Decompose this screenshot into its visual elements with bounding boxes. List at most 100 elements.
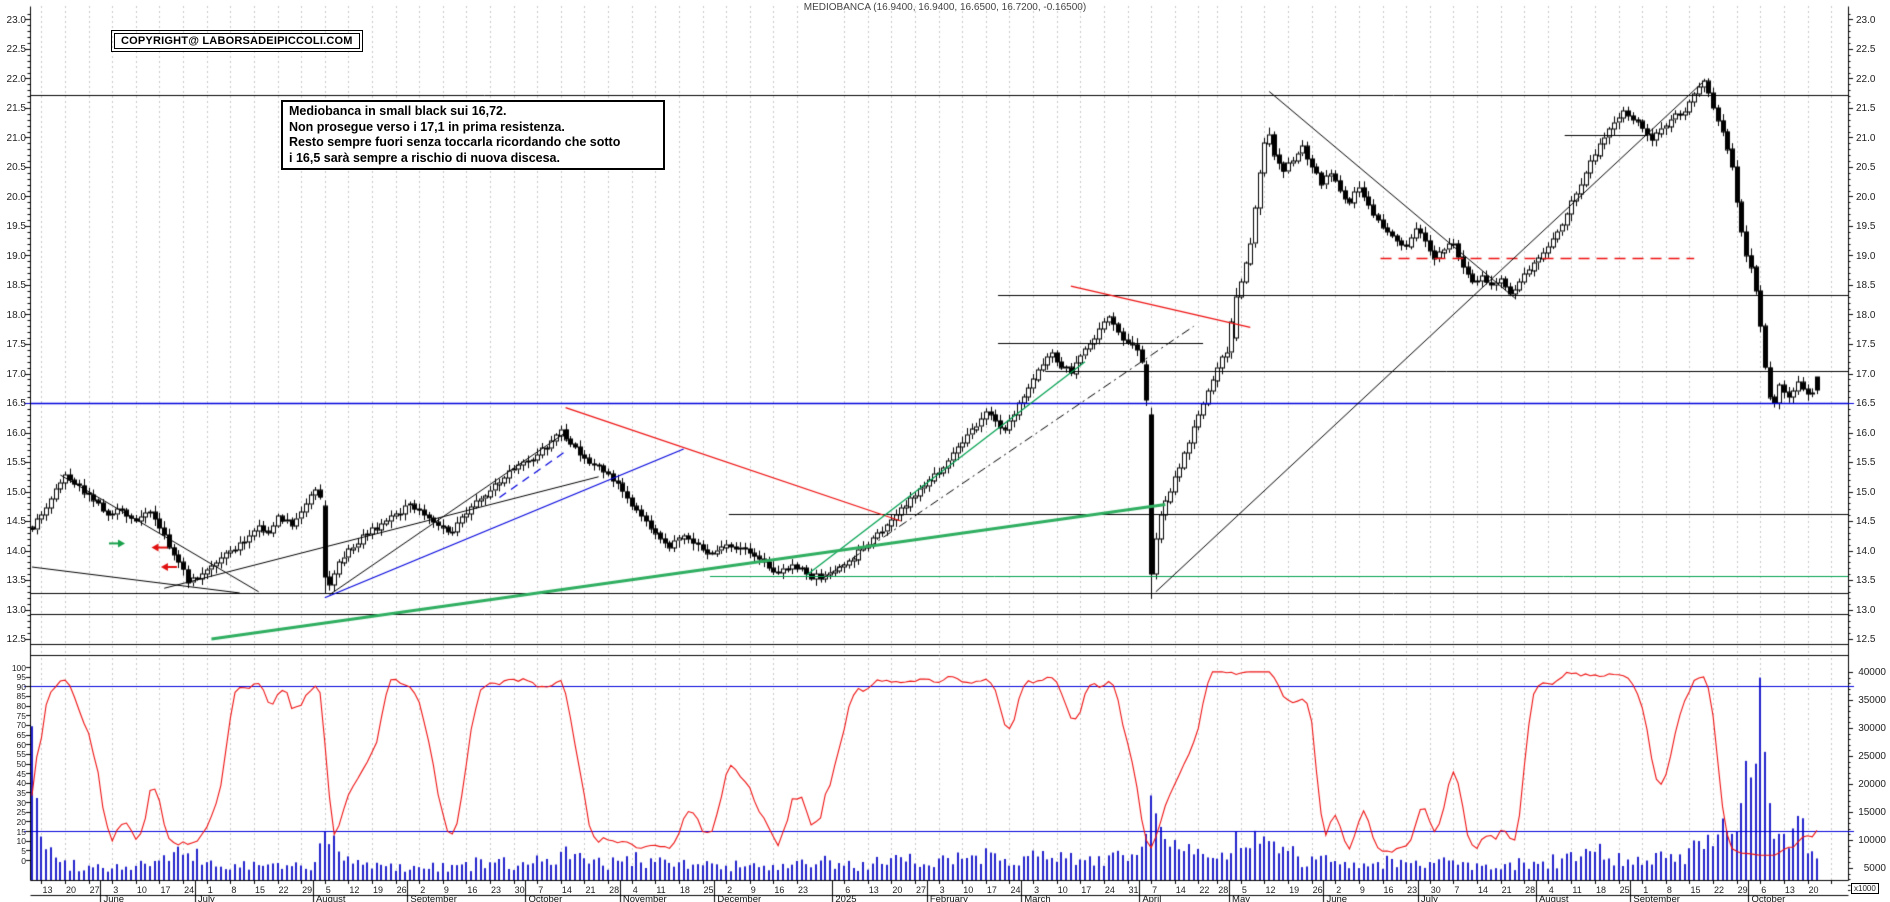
oscillator-tick-label: 10 bbox=[16, 836, 26, 847]
price-tick-label-right: 17.5 bbox=[1856, 339, 1876, 350]
date-tick-label: 9 bbox=[1359, 884, 1365, 895]
date-tick-label: 30 bbox=[514, 884, 525, 895]
oscillator-tick-label: 35 bbox=[16, 787, 26, 798]
month-label: June bbox=[1326, 893, 1348, 902]
oscillator-tick-label: 50 bbox=[16, 759, 26, 769]
date-tick-label: 24 bbox=[1010, 884, 1021, 895]
oscillator-tick-label: 100 bbox=[11, 662, 26, 673]
date-tick-label: 8 bbox=[1666, 884, 1672, 895]
volume-tick-label: 10000 bbox=[1858, 835, 1886, 846]
date-tick-label: 3 bbox=[1034, 884, 1040, 895]
date-tick-label: 18 bbox=[1596, 884, 1607, 895]
month-label: August bbox=[315, 893, 346, 902]
date-tick-label: 22 bbox=[278, 884, 289, 895]
date-tick-label: 17 bbox=[1081, 884, 1092, 895]
month-label: December bbox=[717, 893, 762, 902]
volume-tick-label: 40000 bbox=[1858, 667, 1886, 678]
date-tick-label: 13 bbox=[868, 884, 879, 895]
oscillator-tick-label: 80 bbox=[16, 701, 26, 712]
price-tick-label-left: 16.5 bbox=[6, 398, 26, 409]
date-tick-label: 2 bbox=[1336, 884, 1342, 895]
volume-tick-label: 15000 bbox=[1858, 807, 1886, 818]
price-tick-label-left: 13.5 bbox=[6, 575, 26, 586]
date-tick-label: 29 bbox=[302, 884, 313, 895]
date-tick-label: 11 bbox=[1572, 884, 1582, 895]
month-label: November bbox=[622, 893, 667, 902]
date-tick-label: 2 bbox=[420, 884, 426, 895]
date-tick-label: 10 bbox=[963, 884, 974, 895]
price-tick-label-right: 16.0 bbox=[1856, 427, 1876, 439]
date-tick-label: 29 bbox=[1737, 884, 1748, 895]
date-tick-label: 17 bbox=[986, 884, 997, 895]
price-tick-label-right: 16.5 bbox=[1856, 398, 1876, 409]
month-label: 2025 bbox=[835, 893, 857, 902]
price-tick-label-right: 22.5 bbox=[1856, 44, 1876, 55]
month-label: September bbox=[410, 893, 457, 902]
date-tick-label: 10 bbox=[136, 884, 147, 895]
oscillator-tick-label: 30 bbox=[16, 797, 26, 808]
volume-tick-label: 20000 bbox=[1858, 779, 1886, 790]
price-tick-label-left: 18.5 bbox=[6, 280, 26, 291]
price-tick-label-right: 14.0 bbox=[1856, 545, 1876, 557]
date-tick-label: 15 bbox=[254, 884, 265, 895]
price-tick-label-right: 15.0 bbox=[1856, 486, 1876, 498]
date-tick-label: 28 bbox=[1525, 884, 1536, 895]
oscillator-tick-label: 25 bbox=[16, 807, 26, 818]
date-tick-label: 19 bbox=[372, 884, 383, 895]
date-tick-label: 4 bbox=[632, 884, 638, 895]
price-tick-label-right: 20.5 bbox=[1856, 162, 1876, 173]
oscillator-tick-label: 15 bbox=[16, 826, 26, 837]
price-tick-label-right: 23.0 bbox=[1856, 14, 1876, 26]
date-tick-label: 24 bbox=[1104, 884, 1115, 895]
price-tick-label-left: 14.0 bbox=[6, 545, 26, 557]
price-tick-label-right: 18.0 bbox=[1856, 309, 1876, 321]
date-tick-label: 7 bbox=[538, 884, 544, 895]
date-tick-label: 22 bbox=[1199, 884, 1210, 895]
month-label: October bbox=[1751, 893, 1786, 902]
price-tick-label-right: 15.5 bbox=[1856, 457, 1876, 468]
date-tick-label: 2 bbox=[727, 884, 733, 895]
date-tick-label: 5 bbox=[325, 884, 331, 895]
volume-tick-label: 25000 bbox=[1858, 751, 1886, 762]
price-tick-label-left: 23.0 bbox=[6, 14, 26, 26]
oscillator-tick-label: 40 bbox=[16, 778, 26, 789]
price-tick-label-left: 22.0 bbox=[6, 73, 26, 85]
annotation-box: Mediobanca in small black sui 16,72. Non… bbox=[281, 100, 665, 170]
price-tick-label-right: 13.5 bbox=[1856, 575, 1876, 586]
date-tick-label: 21 bbox=[585, 884, 596, 895]
month-label: June bbox=[103, 893, 125, 902]
price-tick-label-right: 22.0 bbox=[1856, 73, 1876, 85]
price-tick-label-right: 13.0 bbox=[1856, 604, 1876, 616]
oscillator-tick-label: 20 bbox=[16, 816, 26, 827]
date-tick-label: 12 bbox=[349, 884, 360, 895]
date-tick-label: 8 bbox=[231, 884, 237, 895]
price-tick-label-left: 20.0 bbox=[6, 191, 26, 203]
date-tick-label: 25 bbox=[703, 884, 714, 895]
price-tick-label-left: 15.0 bbox=[6, 486, 26, 498]
oscillator-tick-label: 55 bbox=[16, 749, 26, 760]
volume-tick-label: 5000 bbox=[1863, 863, 1886, 874]
date-tick-label: 28 bbox=[609, 884, 620, 895]
annotation-line-2: Non prosegue verso i 17,1 in prima resis… bbox=[289, 119, 565, 134]
price-tick-label-right: 19.0 bbox=[1856, 250, 1876, 262]
date-tick-label: 11 bbox=[656, 884, 666, 895]
date-tick-label: 26 bbox=[1312, 884, 1323, 895]
price-tick-label-left: 20.5 bbox=[6, 162, 26, 173]
date-tick-label: 5 bbox=[1241, 884, 1247, 895]
date-tick-label: 23 bbox=[797, 884, 808, 895]
price-tick-label-right: 18.5 bbox=[1856, 280, 1876, 291]
date-tick-label: 22 bbox=[1714, 884, 1725, 895]
oscillator-tick-label: 75 bbox=[16, 710, 26, 721]
price-tick-label-left: 19.0 bbox=[6, 250, 26, 262]
date-tick-label: 14 bbox=[1175, 884, 1186, 895]
date-tick-label: 1 bbox=[207, 884, 213, 895]
date-tick-label: 19 bbox=[1289, 884, 1300, 895]
date-tick-label: 9 bbox=[750, 884, 756, 895]
date-tick-label: 20 bbox=[66, 884, 77, 895]
date-tick-label: 14 bbox=[561, 884, 572, 895]
annotation-line-1: Mediobanca in small black sui 16,72. bbox=[289, 104, 507, 118]
price-tick-label-left: 16.0 bbox=[6, 427, 26, 439]
date-tick-label: 27 bbox=[916, 884, 927, 895]
date-tick-label: 26 bbox=[396, 884, 407, 895]
